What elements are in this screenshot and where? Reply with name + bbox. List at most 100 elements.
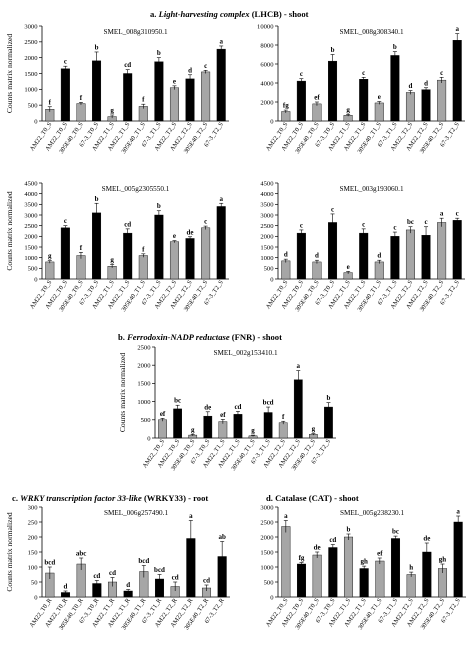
bar (296, 563, 307, 598)
y-axis-label: Counts matrix normalized (5, 34, 14, 113)
y-tick-label: 3500 (24, 202, 38, 209)
bar (453, 521, 463, 598)
significance-letter: bcd (44, 559, 55, 567)
significance-letter: d (315, 252, 319, 260)
significance-letter: ef (377, 550, 383, 558)
y-tick-label: 2000 (137, 363, 151, 370)
y-tick-label: 2000 (260, 99, 274, 106)
significance-letter: a (456, 508, 460, 516)
significance-letter: fg (299, 554, 305, 562)
y-tick-label: 1500 (24, 71, 38, 78)
y-tick-label: 1500 (260, 549, 274, 556)
y-tick-label: 2000 (260, 534, 274, 541)
significance-letter: a (297, 362, 301, 370)
significance-letter: gh (360, 558, 368, 566)
significance-letter: c (64, 217, 67, 225)
significance-letter: g (110, 256, 114, 264)
significance-letter: bc (392, 528, 399, 536)
section-title-d: d. Catalase (CAT) - shoot (266, 493, 359, 503)
significance-letter: cd (93, 572, 100, 580)
significance-letter: f (80, 244, 83, 252)
y-tick-label: 8000 (260, 42, 274, 49)
y-tick-label: 0 (270, 276, 274, 283)
y-axis-label: Counts matrix normalized (5, 512, 14, 592)
significance-letter: cd (203, 577, 210, 585)
section-title-c: c. WRKY transcription factor 33-like (WR… (12, 493, 209, 503)
y-tick-label: 200 (28, 534, 39, 541)
significance-letter: a (219, 37, 223, 45)
significance-letter: cd (124, 220, 131, 228)
chart-title: SMEL_003g193060.1 (339, 185, 403, 193)
significance-letter: de (423, 535, 430, 543)
section-title-b: b. Ferrodoxin-NADP reductase (FNR) - sho… (118, 332, 282, 342)
significance-letter: de (314, 544, 321, 552)
significance-letter: de (204, 403, 211, 411)
significance-letter: c (204, 62, 207, 70)
y-tick-label: 1500 (260, 244, 274, 251)
significance-letter: e (378, 93, 381, 101)
significance-letter: a (440, 210, 444, 218)
y-tick-label: 100 (28, 564, 39, 571)
y-tick-label: 2500 (24, 39, 38, 46)
significance-letter: d (284, 251, 288, 259)
y-tick-label: 0 (34, 118, 38, 125)
y-tick-label: 6000 (260, 61, 274, 68)
y-tick-label: 4000 (260, 80, 274, 87)
significance-letter: ef (160, 410, 166, 418)
significance-letter: bcd (138, 557, 149, 565)
y-tick-label: 2500 (137, 344, 151, 351)
y-tick-label: 500 (141, 417, 152, 424)
significance-letter: cd (124, 61, 131, 69)
y-tick-label: 1000 (260, 564, 274, 571)
y-tick-label: 10000 (257, 23, 274, 30)
y-axis-label: Counts matrix normalized (5, 191, 14, 270)
significance-letter: f (282, 413, 285, 421)
y-tick-label: 0 (270, 118, 274, 125)
bar (375, 560, 385, 598)
significance-letter: b (393, 43, 397, 51)
significance-letter: cd (172, 574, 179, 582)
y-tick-label: 2000 (260, 234, 274, 241)
y-tick-label: 2500 (260, 223, 274, 230)
bar (359, 568, 369, 598)
significance-letter: b (157, 202, 161, 210)
significance-letter: c (456, 210, 459, 218)
significance-letter: c (440, 69, 443, 77)
significance-letter: c (424, 218, 427, 226)
significance-letter: d (377, 252, 381, 260)
significance-letter: a (189, 512, 193, 520)
significance-letter: d (188, 66, 192, 74)
section-title-a: a. Light-harvesting complex (LHCB) - sho… (150, 9, 309, 19)
significance-letter: fg (283, 102, 289, 110)
y-tick-label: 300 (28, 504, 39, 511)
y-tick-label: 250 (28, 519, 39, 526)
significance-letter: f (49, 98, 52, 106)
y-tick-label: 500 (264, 266, 275, 273)
significance-letter: de (187, 228, 194, 236)
chart-title: SMEL_006g257490.1 (104, 509, 168, 517)
significance-letter: f (142, 245, 145, 253)
bar (312, 554, 322, 598)
bar (343, 536, 354, 598)
significance-letter: a (284, 512, 288, 520)
y-tick-label: 1000 (24, 255, 38, 262)
significance-letter: c (204, 218, 207, 226)
significance-letter: d (64, 583, 68, 591)
significance-letter: d (126, 581, 130, 589)
significance-letter: g (312, 425, 316, 433)
significance-letter: f (142, 96, 145, 104)
significance-letter: g (251, 427, 255, 435)
significance-letter: b (157, 49, 161, 57)
significance-letter: a (219, 195, 223, 203)
chart-title: SMEL_005g238230.1 (340, 509, 404, 517)
y-tick-label: 1500 (24, 244, 38, 251)
significance-letter: bc (407, 218, 414, 226)
significance-letter: gh (439, 556, 447, 564)
y-tick-label: 1000 (137, 399, 151, 406)
